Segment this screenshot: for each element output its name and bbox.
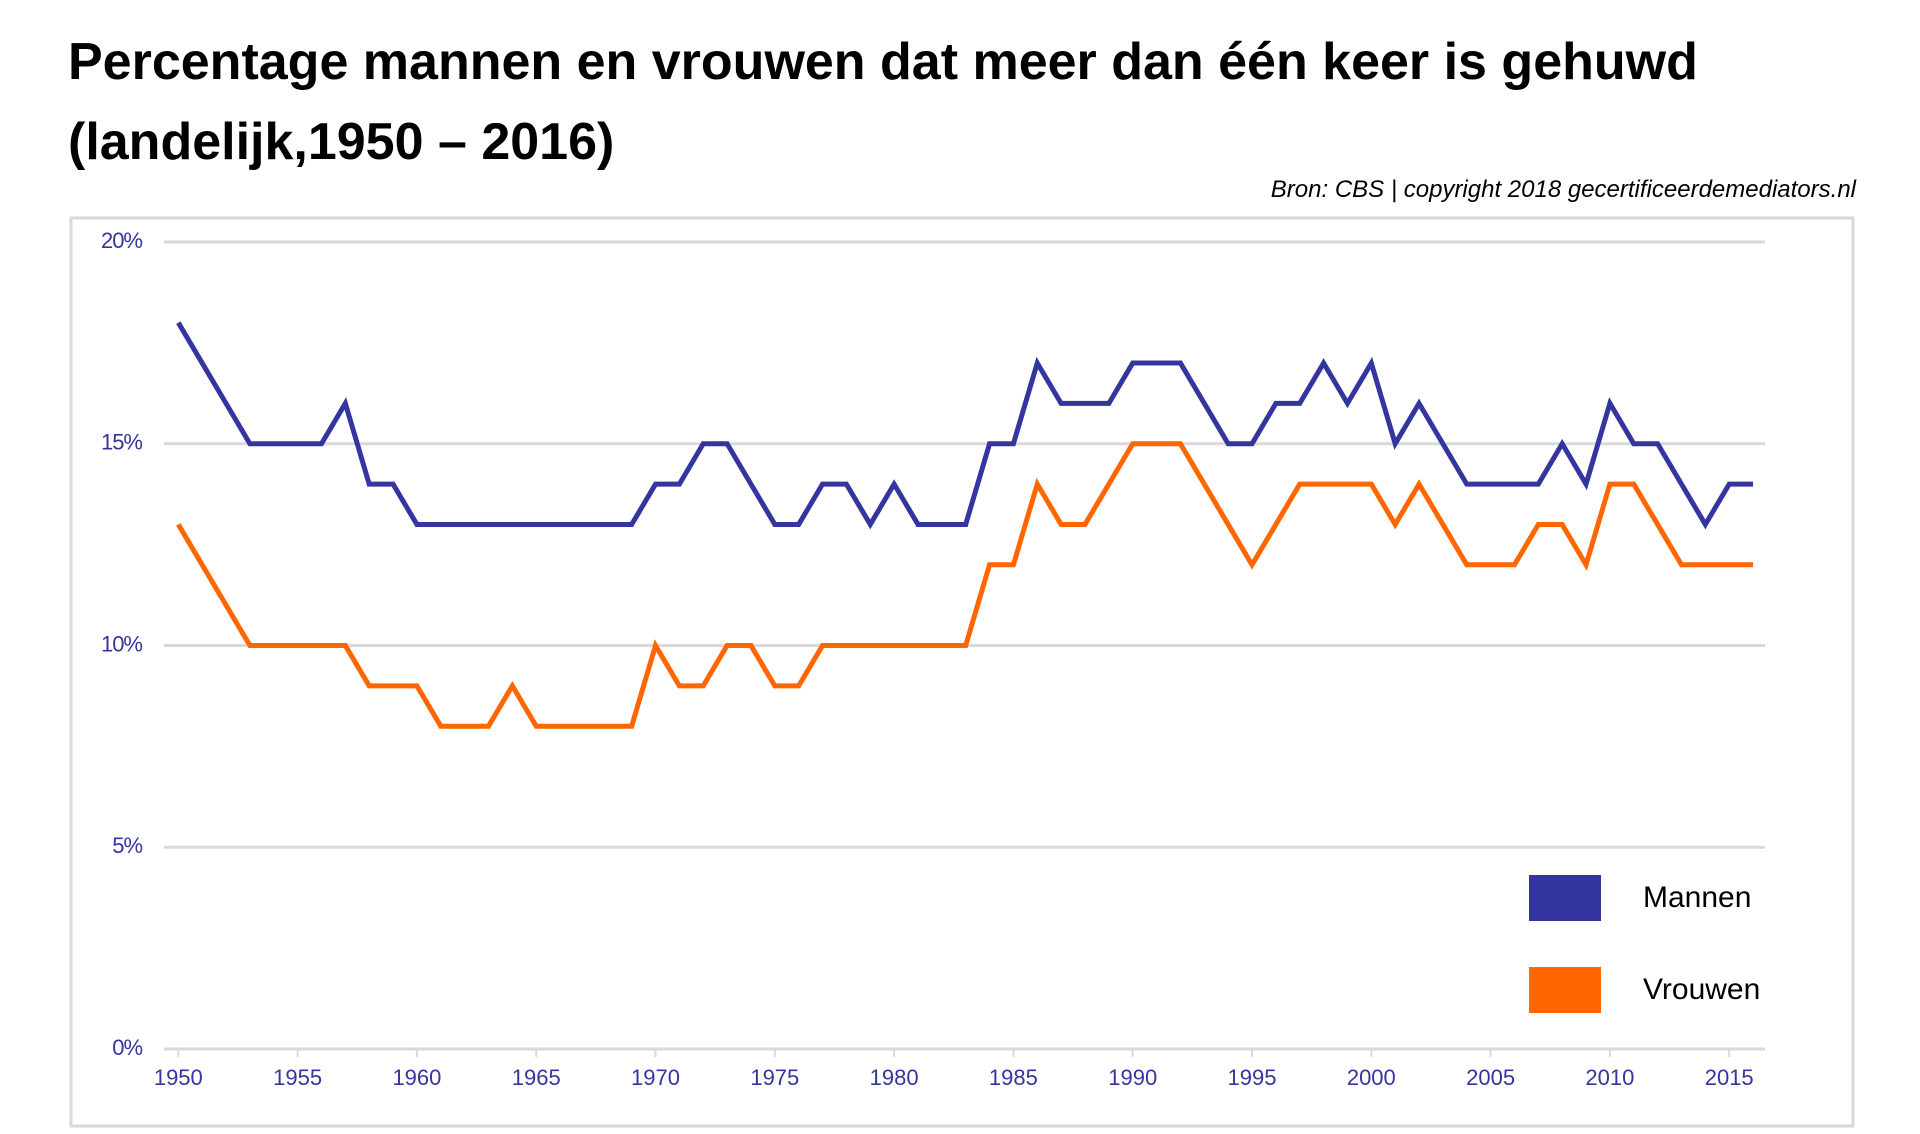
y-tick-label: 15% [101,430,142,455]
data-line [176,441,1754,729]
x-tick-label: 1990 [1108,1065,1157,1090]
x-tick-label: 2000 [1347,1065,1396,1090]
legend-label: Mannen [1643,881,1751,914]
x-tick-label: 1965 [512,1065,561,1090]
source-note: Bron: CBS | copyright 2018 gecertificeer… [1270,176,1856,203]
y-tick-label: 20% [101,228,142,253]
y-tick-label: 10% [101,631,142,656]
chart-frame [69,216,1855,1128]
x-tick-label: 1995 [1228,1065,1277,1090]
y-tick-label: 5% [112,833,142,858]
x-tick-label: 2010 [1585,1065,1634,1090]
y-tick-label: 0% [112,1035,142,1060]
legend-label: Vrouwen [1643,973,1760,1006]
x-tick-label: 1975 [750,1065,799,1090]
x-tick-label: 1950 [154,1065,203,1090]
x-tick-label: 1980 [870,1065,919,1090]
x-tick-label: 1955 [273,1065,322,1090]
data-line [176,321,1754,530]
legend-swatch [1529,967,1601,1013]
x-tick-label: 2015 [1705,1065,1754,1090]
x-tick-label: 1970 [631,1065,680,1090]
x-tick-label: 1960 [392,1065,441,1090]
x-tick-label: 2005 [1466,1065,1515,1090]
legend-swatch [1529,875,1601,921]
chart-title: Percentage mannen en vrouwen dat meer da… [68,33,1698,171]
x-tick-label: 1985 [989,1065,1038,1090]
